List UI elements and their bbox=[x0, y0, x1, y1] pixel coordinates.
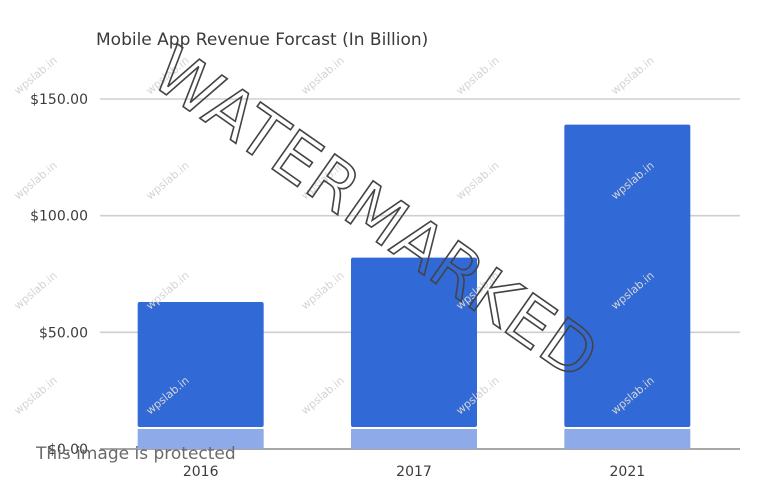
bar-base-2017 bbox=[351, 429, 477, 449]
watermark-tile: wpslab.in bbox=[12, 269, 60, 312]
y-tick-label: $50.00 bbox=[39, 325, 88, 341]
watermark-tile: wpslab.in bbox=[299, 374, 347, 417]
protection-note: This image is protected bbox=[35, 444, 236, 464]
y-tick-label: $100.00 bbox=[30, 209, 88, 225]
x-tick-label: 2021 bbox=[610, 464, 646, 480]
bar-2021 bbox=[564, 124, 691, 428]
watermark-tile: wpslab.in bbox=[454, 159, 502, 202]
bars bbox=[137, 124, 691, 449]
x-tick-label: 2016 bbox=[183, 464, 219, 480]
bar-base-2021 bbox=[564, 429, 691, 449]
bar-base-2016 bbox=[137, 429, 264, 449]
chart-title: Mobile App Revenue Forcast (In Billion) bbox=[96, 30, 428, 50]
watermark-tile: wpslab.in bbox=[299, 54, 347, 97]
watermark-tile: wpslab.in bbox=[144, 159, 192, 202]
watermark-tile: wpslab.in bbox=[12, 159, 60, 202]
y-tick-label: $0.00 bbox=[48, 442, 88, 458]
watermark-tile: wpslab.in bbox=[609, 54, 657, 97]
bar-2017 bbox=[351, 257, 477, 427]
watermark-tile: wpslab.in bbox=[12, 54, 60, 97]
bar-2016 bbox=[137, 302, 264, 427]
x-tick-label: 2017 bbox=[396, 464, 432, 480]
y-axis-ticks: $0.00 $50.00 $100.00 $150.00 bbox=[30, 92, 88, 458]
watermark-tile: wpslab.in bbox=[454, 54, 502, 97]
watermark-tile: wpslab.in bbox=[12, 374, 60, 417]
y-tick-label: $150.00 bbox=[30, 92, 88, 108]
watermark-tile: wpslab.in bbox=[299, 269, 347, 312]
x-axis-ticks: 2016 2017 2021 bbox=[183, 464, 645, 480]
